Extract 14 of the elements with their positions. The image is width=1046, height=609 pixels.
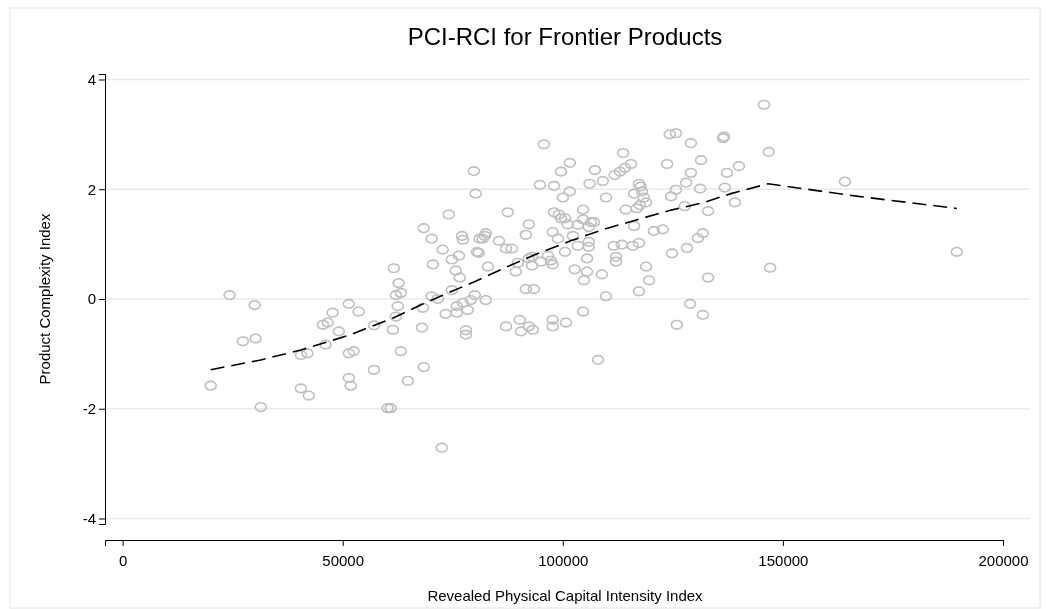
y-tick-label: -4 <box>82 509 96 527</box>
x-tick-label: 100000 <box>538 551 589 569</box>
x-axis-title: Revealed Physical Capital Intensity Index <box>427 587 704 604</box>
y-tick-label: -2 <box>82 400 96 418</box>
y-axis-title: Product Complexity Index <box>36 213 53 385</box>
x-tick-label: 150000 <box>758 551 809 569</box>
chart-title: PCI-RCI for Frontier Products <box>407 23 723 50</box>
y-tick-label: 2 <box>87 180 96 198</box>
x-tick-label: 200000 <box>978 551 1029 569</box>
y-tick-label: 0 <box>87 290 96 308</box>
x-tick-label: 50000 <box>322 551 365 569</box>
x-tick-label: 0 <box>118 551 128 569</box>
line-series <box>209 182 958 371</box>
y-tick-label: 4 <box>87 70 96 88</box>
